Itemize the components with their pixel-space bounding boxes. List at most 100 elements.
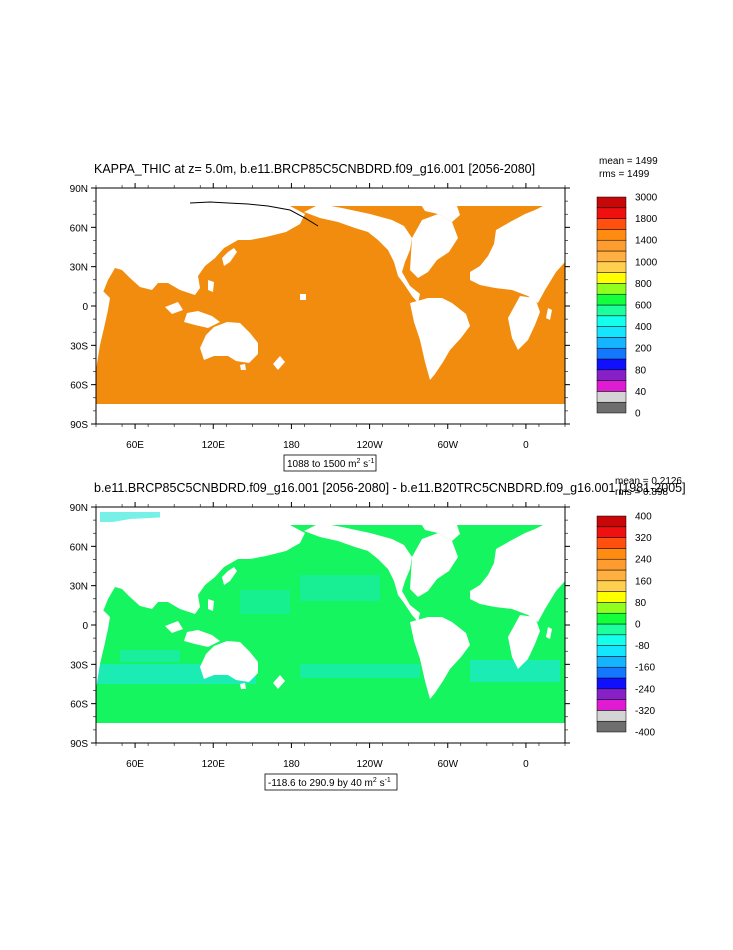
colorbar-swatch <box>596 666 627 679</box>
panel-2-colorbar: -400 -320 -240 -160 -80 0 80 160 240 320 400 <box>596 512 655 739</box>
colorbar-swatch <box>596 293 627 306</box>
panel-1-land <box>96 198 565 395</box>
lon-tick-label: 60E <box>126 759 144 770</box>
lat-tick-label: 60S <box>70 381 88 392</box>
colorbar-swatch <box>596 580 627 592</box>
colorbar-swatch <box>596 591 627 603</box>
colorbar-swatch <box>596 261 627 273</box>
lat-tick-label: 0 <box>82 621 88 632</box>
panel-1-rms: rms = 1499 <box>599 169 650 180</box>
panel-2-rms: rms = 0.898 <box>615 487 669 498</box>
colorbar-swatch <box>596 548 627 560</box>
colorbar-swatch <box>596 688 627 700</box>
panel-1-mean: mean = 1499 <box>599 156 658 167</box>
colorbar-swatch <box>596 229 627 241</box>
colorbar-swatch <box>596 218 627 230</box>
colorbar-swatch <box>596 207 627 219</box>
colorbar-label: 80 <box>635 598 647 609</box>
panel-2-lon-ticks: 60E 120E 180 120W 60W 0 <box>95 502 566 770</box>
colorbar-swatch <box>596 283 627 295</box>
colorbar-swatch <box>596 272 627 284</box>
panel-1-title: KAPPA_THIC at z= 5.0m, b.e11.BRCP85C5CNB… <box>94 162 535 176</box>
colorbar-label: -80 <box>635 641 650 652</box>
colorbar-swatch <box>596 623 627 636</box>
lon-tick-label: 120E <box>202 440 226 451</box>
colorbar-label: 600 <box>635 301 652 312</box>
panel-2-title: b.e11.BRCP85C5CNBDRD.f09_g16.001 [2056-2… <box>94 481 686 495</box>
colorbar-label: 160 <box>635 576 652 587</box>
colorbar-swatch <box>596 196 627 209</box>
colorbar-label: 320 <box>635 533 652 544</box>
panel-1-range-label: 1088 to 1500 m2 s-1 <box>283 454 377 472</box>
lat-tick-label: 60N <box>70 542 88 553</box>
colorbar-swatch <box>596 699 627 711</box>
colorbar-swatch <box>596 250 627 263</box>
lat-tick-label: 90S <box>70 739 88 750</box>
colorbar-label: 80 <box>635 365 647 376</box>
lon-tick-label: 120W <box>357 440 384 451</box>
lon-tick-label: 120W <box>357 759 384 770</box>
colorbar-label: 400 <box>635 512 652 523</box>
lat-tick-label: 30S <box>70 660 88 671</box>
colorbar-label: 240 <box>635 555 652 566</box>
colorbar-swatch <box>596 401 627 414</box>
panel-1: KAPPA_THIC at z= 5.0m, b.e11.BRCP85C5CNB… <box>70 156 658 472</box>
colorbar-swatch <box>596 537 627 549</box>
colorbar-swatch <box>596 337 627 349</box>
lat-tick-label: 30S <box>70 341 88 352</box>
colorbar-label: 1800 <box>635 214 658 225</box>
lat-tick-label: 90N <box>70 503 88 514</box>
svg-text:1088 to 1500 m2 s-1: 1088 to 1500 m2 s-1 <box>287 458 375 470</box>
colorbar-swatch <box>596 347 627 360</box>
panel-2-map: 90N 60N 30N 0 30S 60S 90S 60E 120E 180 120W 60W 0 <box>70 502 570 770</box>
colorbar-label: 400 <box>635 322 652 333</box>
colorbar-label: 0 <box>635 409 641 420</box>
panel-1-ice-edge <box>189 201 319 227</box>
colorbar-swatch <box>596 720 627 733</box>
lon-tick-label: 60E <box>126 440 144 451</box>
colorbar-swatch <box>596 612 627 625</box>
lat-tick-label: 60S <box>70 700 88 711</box>
panel-2-range-label: -118.6 to 290.9 by 40 m2 s-1 <box>264 773 398 791</box>
colorbar-label: 3000 <box>635 193 658 204</box>
colorbar-swatch <box>596 558 627 571</box>
panel-2-lat-ticks: 90N 60N 30N 0 30S 60S 90S <box>70 503 570 750</box>
lon-tick-label: 0 <box>523 440 529 451</box>
colorbar-label: 200 <box>635 344 652 355</box>
panel-1-lon-ticks: 60E 120E 180 120W 60W 0 <box>95 183 566 451</box>
colorbar-swatch <box>596 645 627 657</box>
lat-tick-label: 90S <box>70 420 88 431</box>
colorbar-label: -160 <box>635 663 655 674</box>
colorbar-swatch <box>596 677 627 690</box>
lat-tick-label: 30N <box>70 582 88 593</box>
panel-2-mean: mean = 0.2126 <box>615 476 682 487</box>
colorbar-swatch <box>596 239 627 252</box>
panel-2: b.e11.BRCP85C5CNBDRD.f09_g16.001 [2056-2… <box>70 476 686 791</box>
lon-tick-label: 60W <box>437 440 458 451</box>
colorbar-swatch <box>596 526 627 538</box>
colorbar-swatch <box>596 380 627 392</box>
panel-2-land <box>96 517 565 714</box>
colorbar-swatch <box>596 369 627 381</box>
colorbar-swatch <box>596 710 627 722</box>
colorbar-label: 1000 <box>635 257 658 268</box>
lat-tick-label: 30N <box>70 263 88 274</box>
panel-1-colorbar: 0 40 80 200 400 600 800 1000 1400 1800 3000 <box>596 193 658 420</box>
colorbar-swatch <box>596 515 627 528</box>
colorbar-label: 40 <box>635 387 647 398</box>
svg-text:-118.6 to 290.9 by 40 m2 s-1: -118.6 to 290.9 by 40 m2 s-1 <box>268 777 391 789</box>
colorbar-swatch <box>596 315 627 327</box>
colorbar-swatch <box>596 304 627 317</box>
panel-1-map: 90N 60N 30N 0 30S 60S 90S 60E 120E 180 120W 60W 0 <box>70 183 570 451</box>
colorbar-swatch <box>596 358 627 371</box>
lat-tick-label: 60N <box>70 223 88 234</box>
lon-tick-label: 120E <box>202 759 226 770</box>
colorbar-swatch <box>596 391 627 403</box>
panel-1-lat-ticks: 90N 60N 30N 0 30S 60S 90S <box>70 184 570 431</box>
colorbar-label: 1400 <box>635 236 658 247</box>
lon-tick-label: 180 <box>283 440 300 451</box>
lat-tick-label: 0 <box>82 302 88 313</box>
lat-tick-label: 90N <box>70 184 88 195</box>
colorbar-swatch <box>596 634 627 646</box>
